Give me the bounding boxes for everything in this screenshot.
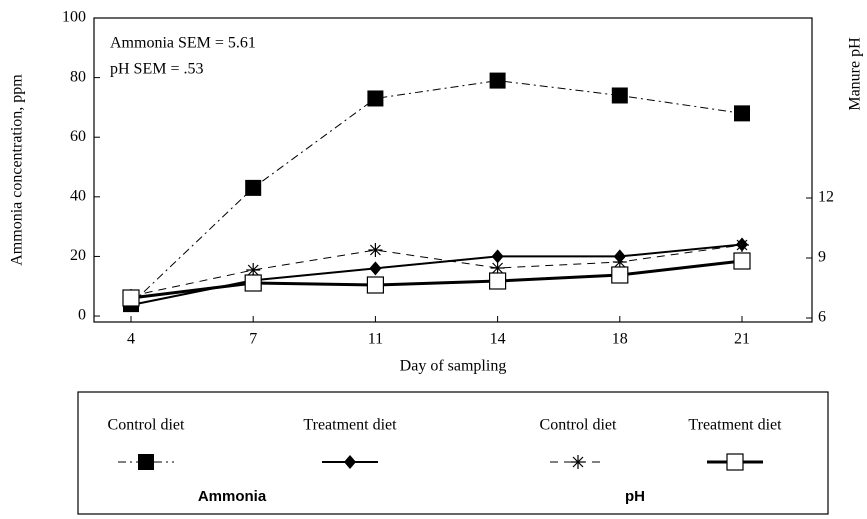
plot-frame [93, 17, 813, 323]
marker [490, 261, 505, 275]
y2-tick-label: 12 [818, 189, 834, 206]
marker [245, 179, 262, 196]
series-line [130, 244, 743, 297]
series-line [130, 80, 743, 305]
marker [368, 243, 383, 257]
marker [489, 272, 507, 290]
legend-label: Treatment diet [303, 417, 397, 434]
marker [735, 238, 749, 252]
marker [244, 274, 262, 292]
x-tick-label: 14 [490, 331, 506, 348]
legend-box [77, 391, 829, 515]
series-line [130, 243, 743, 306]
marker [246, 263, 261, 277]
x-tick-label: 21 [734, 331, 750, 348]
y2-axis-label: Manure pH [847, 37, 864, 111]
y-tick-label: 0 [78, 307, 86, 324]
x-axis-label: Day of sampling [400, 358, 507, 375]
x-tick-label: 18 [612, 331, 628, 348]
legend-label: Treatment diet [688, 417, 782, 434]
y-tick-label: 100 [62, 9, 86, 26]
y-tick-label: 40 [70, 187, 86, 204]
x-tick-label: 7 [249, 331, 257, 348]
marker [733, 252, 751, 270]
marker [138, 454, 154, 470]
y-axis-label: Ammonia concentration, ppm [9, 74, 26, 266]
marker [122, 289, 140, 307]
series-line [130, 259, 743, 300]
y2-tick-label: 9 [818, 249, 826, 266]
legend-label: Control diet [108, 417, 185, 434]
legend-label: Control diet [540, 417, 617, 434]
legend-group: pH [625, 488, 645, 505]
x-tick-label: 11 [368, 331, 383, 348]
marker [344, 455, 356, 469]
y2-tick-label: 6 [818, 309, 826, 326]
annotation: Ammonia SEM = 5.61 [110, 35, 256, 52]
marker [611, 266, 629, 284]
marker [367, 90, 384, 107]
marker [611, 87, 628, 104]
x-tick-label: 4 [127, 331, 135, 348]
y-tick-label: 20 [70, 247, 86, 264]
marker [489, 72, 506, 89]
marker [734, 105, 750, 122]
marker [612, 255, 627, 269]
annotation: pH SEM = .53 [110, 61, 203, 78]
y-tick-label: 60 [70, 128, 86, 145]
marker [571, 455, 585, 469]
marker [726, 453, 744, 471]
marker [366, 276, 384, 294]
legend-group: Ammonia [198, 488, 267, 505]
y-tick-label: 80 [70, 68, 86, 85]
marker [369, 261, 382, 276]
marker [491, 249, 504, 264]
